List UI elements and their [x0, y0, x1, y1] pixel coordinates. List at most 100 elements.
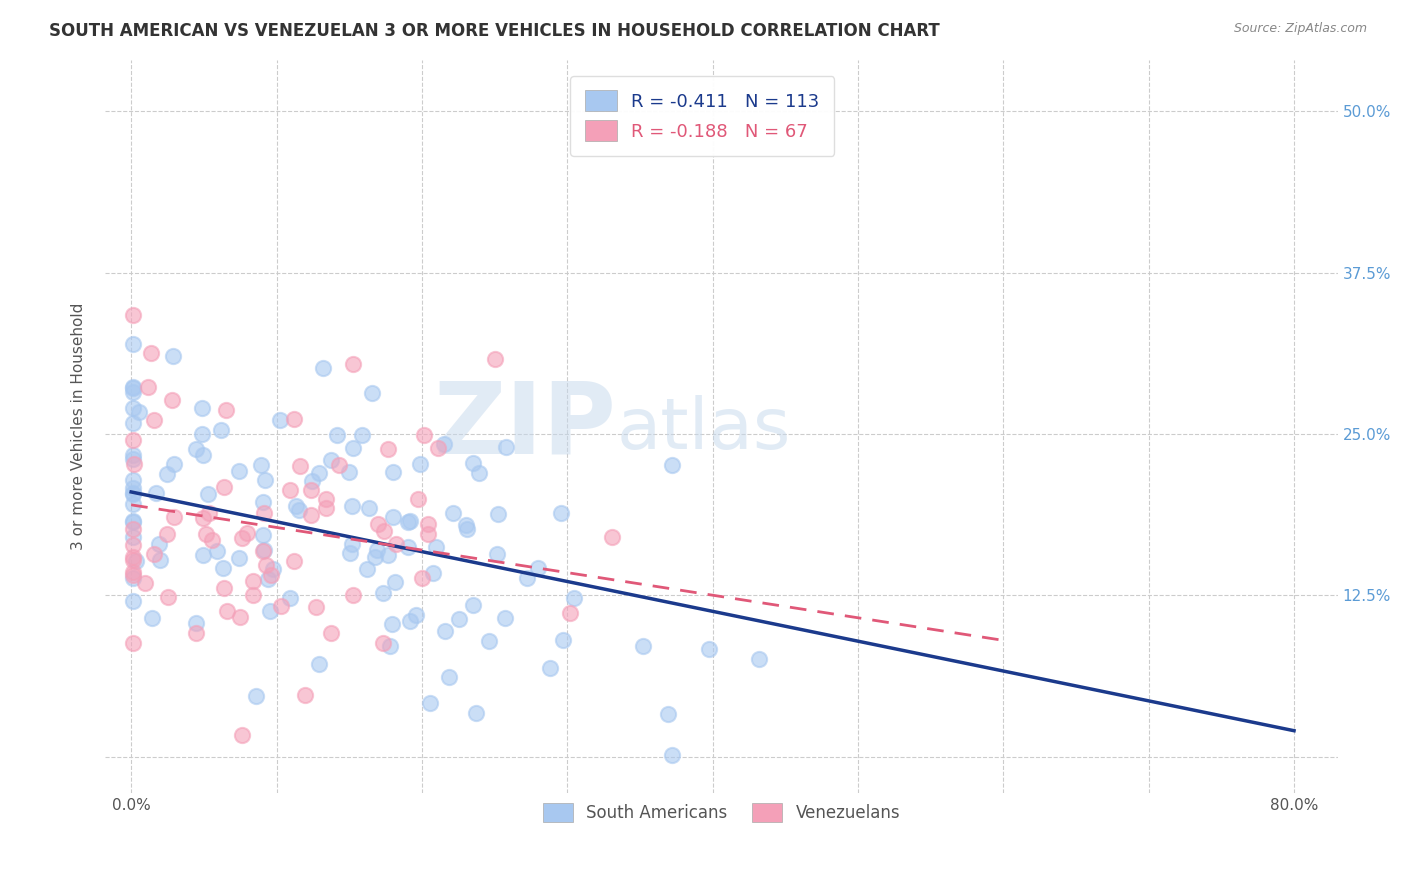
Point: [242, 589, 264, 603]
Legend: South Americans, Venezuelans: South Americans, Venezuelans: [529, 789, 914, 836]
Point: [191, 511, 214, 525]
Point: [124, 457, 146, 471]
Text: Source: ZipAtlas.com: Source: ZipAtlas.com: [1233, 22, 1367, 36]
Point: [121, 514, 143, 528]
Point: [416, 527, 439, 541]
Point: [211, 560, 233, 574]
Point: [121, 379, 143, 393]
Point: [439, 670, 461, 684]
Point: [661, 458, 683, 472]
Point: [325, 428, 347, 442]
Point: [411, 571, 433, 585]
Point: [342, 588, 364, 602]
Point: [229, 610, 252, 624]
Point: [121, 530, 143, 544]
Point: [380, 640, 402, 654]
Point: [416, 517, 439, 532]
Point: [121, 385, 143, 400]
Point: [342, 441, 364, 455]
Point: [121, 553, 143, 567]
Point: [184, 625, 207, 640]
Point: [125, 554, 148, 568]
Point: [484, 351, 506, 366]
Point: [253, 506, 276, 520]
Point: [191, 448, 214, 462]
Point: [149, 553, 172, 567]
Point: [467, 466, 489, 480]
Point: [156, 467, 179, 482]
Point: [231, 531, 253, 545]
Point: [360, 386, 382, 401]
Text: ZIP: ZIP: [433, 377, 617, 475]
Point: [339, 546, 361, 560]
Point: [121, 448, 143, 462]
Point: [321, 626, 343, 640]
Point: [657, 706, 679, 721]
Point: [308, 657, 330, 671]
Point: [191, 548, 214, 562]
Point: [209, 423, 232, 437]
Point: [270, 599, 292, 614]
Point: [121, 565, 143, 579]
Point: [143, 413, 166, 427]
Point: [254, 473, 277, 487]
Point: [463, 456, 485, 470]
Point: [342, 357, 364, 371]
Point: [631, 639, 654, 653]
Point: [315, 491, 337, 506]
Point: [461, 598, 484, 612]
Point: [156, 527, 179, 541]
Point: [371, 586, 394, 600]
Point: [121, 522, 143, 536]
Point: [121, 381, 143, 395]
Point: [434, 624, 457, 639]
Point: [249, 458, 271, 472]
Point: [121, 452, 143, 467]
Point: [278, 483, 301, 498]
Point: [198, 506, 221, 520]
Point: [121, 515, 143, 529]
Point: [121, 568, 143, 582]
Point: [121, 434, 143, 448]
Point: [207, 544, 229, 558]
Point: [162, 349, 184, 363]
Point: [191, 426, 214, 441]
Point: [382, 466, 405, 480]
Point: [141, 611, 163, 625]
Y-axis label: 3 or more Vehicles in Household: 3 or more Vehicles in Household: [72, 302, 86, 549]
Point: [486, 508, 509, 522]
Point: [283, 412, 305, 426]
Point: [235, 526, 257, 541]
Point: [382, 510, 405, 524]
Point: [121, 481, 143, 495]
Point: [419, 696, 441, 710]
Point: [142, 547, 165, 561]
Point: [184, 616, 207, 631]
Point: [516, 571, 538, 585]
Point: [288, 503, 311, 517]
Point: [377, 442, 399, 457]
Point: [269, 413, 291, 427]
Point: [359, 501, 381, 516]
Point: [212, 581, 235, 595]
Point: [201, 533, 224, 548]
Point: [252, 527, 274, 541]
Point: [301, 474, 323, 488]
Point: [456, 522, 478, 536]
Point: [553, 633, 575, 648]
Point: [381, 616, 404, 631]
Point: [422, 566, 444, 581]
Point: [494, 611, 516, 625]
Point: [278, 591, 301, 606]
Point: [342, 537, 364, 551]
Point: [408, 457, 430, 471]
Point: [252, 495, 274, 509]
Point: [186, 442, 208, 457]
Point: [121, 486, 143, 500]
Point: [427, 441, 450, 455]
Point: [377, 548, 399, 562]
Point: [288, 459, 311, 474]
Point: [340, 499, 363, 513]
Text: SOUTH AMERICAN VS VENEZUELAN 3 OR MORE VEHICLES IN HOUSEHOLD CORRELATION CHART: SOUTH AMERICAN VS VENEZUELAN 3 OR MORE V…: [49, 22, 941, 40]
Point: [373, 524, 395, 538]
